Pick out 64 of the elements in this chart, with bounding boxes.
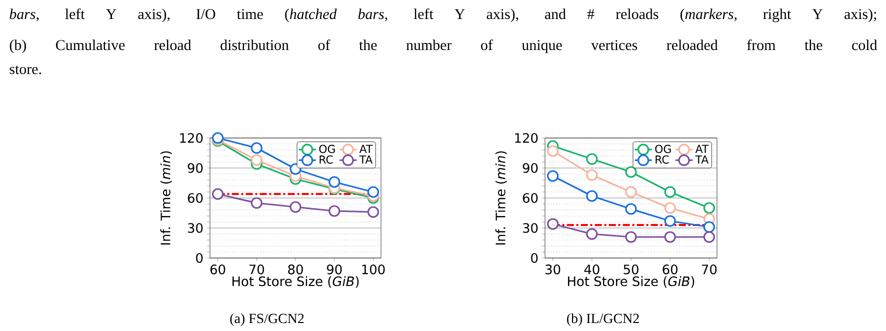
y-tick-label: 90 bbox=[188, 163, 203, 173]
point bbox=[664, 215, 676, 227]
x-tick-label: 70 bbox=[702, 264, 717, 274]
legend-label: AT bbox=[359, 144, 373, 153]
point bbox=[212, 188, 224, 200]
legend-label: TA bbox=[359, 155, 373, 164]
x-tick-label: 50 bbox=[624, 264, 638, 274]
point bbox=[625, 203, 637, 215]
point bbox=[586, 190, 598, 202]
y-tick-label: 90 bbox=[522, 163, 538, 173]
point bbox=[328, 176, 340, 188]
point bbox=[547, 170, 559, 182]
y-tick-label: 60 bbox=[188, 193, 203, 203]
y-axis-title: Inf. Time (min) bbox=[160, 151, 172, 245]
y-tick-label: 0 bbox=[196, 253, 203, 263]
x-axis-title: Hot Store Size (GiB) bbox=[232, 276, 359, 288]
point bbox=[250, 142, 262, 154]
legend-label: AT bbox=[695, 144, 709, 153]
point bbox=[367, 206, 380, 218]
y-axis-title: Inf. Time (min) bbox=[495, 151, 507, 245]
point bbox=[586, 169, 598, 181]
y-tick-label: 60 bbox=[522, 193, 538, 203]
x-tick-label: 100 bbox=[362, 264, 385, 274]
x-axis-title: Hot Store Size (GiB) bbox=[568, 276, 694, 288]
x-tick-label: 90 bbox=[326, 264, 342, 274]
point bbox=[703, 221, 715, 233]
x-tick-label: 60 bbox=[662, 264, 678, 274]
point bbox=[664, 231, 676, 243]
text: (b) IL/GCN2 bbox=[567, 313, 639, 326]
point bbox=[328, 205, 340, 217]
x-tick-label: 60 bbox=[210, 264, 226, 274]
point bbox=[250, 154, 262, 166]
y-tick-label: 30 bbox=[188, 223, 203, 233]
text: store. bbox=[10, 66, 41, 74]
text: (b) Cumulative reload distribution of the number of unique vertices reloaded from the cold bbox=[10, 39, 878, 54]
x-tick-label: 80 bbox=[288, 264, 303, 274]
text: (a) FS/GCN2 bbox=[230, 313, 304, 326]
point bbox=[367, 186, 380, 198]
y-tick-label: 0 bbox=[531, 253, 538, 263]
legend-label: OG bbox=[655, 144, 671, 154]
point bbox=[625, 186, 637, 198]
point bbox=[586, 228, 598, 240]
legend-label: RC bbox=[320, 155, 333, 164]
y-tick-label: 30 bbox=[522, 223, 538, 233]
text: bars, left Y axis), I/O time (hatched bars, left Y axis), and # reloads (markers, right Y axis); bbox=[10, 8, 876, 22]
point bbox=[250, 197, 262, 209]
legend-label: RC bbox=[656, 155, 669, 164]
y-tick-label: 120 bbox=[180, 133, 203, 143]
point bbox=[547, 145, 559, 157]
point bbox=[703, 202, 715, 214]
y-tick-label: 120 bbox=[515, 133, 538, 143]
point bbox=[290, 201, 302, 213]
point bbox=[547, 218, 559, 230]
point bbox=[664, 186, 676, 198]
x-tick-label: 30 bbox=[546, 264, 560, 274]
x-tick-label: 70 bbox=[249, 264, 264, 274]
x-tick-label: 40 bbox=[584, 264, 600, 274]
point bbox=[586, 153, 598, 165]
point bbox=[664, 202, 676, 214]
point bbox=[703, 231, 715, 243]
legend-label: TA bbox=[695, 155, 709, 164]
legend-label: OG bbox=[319, 144, 335, 154]
point bbox=[625, 166, 637, 178]
point bbox=[625, 231, 637, 243]
